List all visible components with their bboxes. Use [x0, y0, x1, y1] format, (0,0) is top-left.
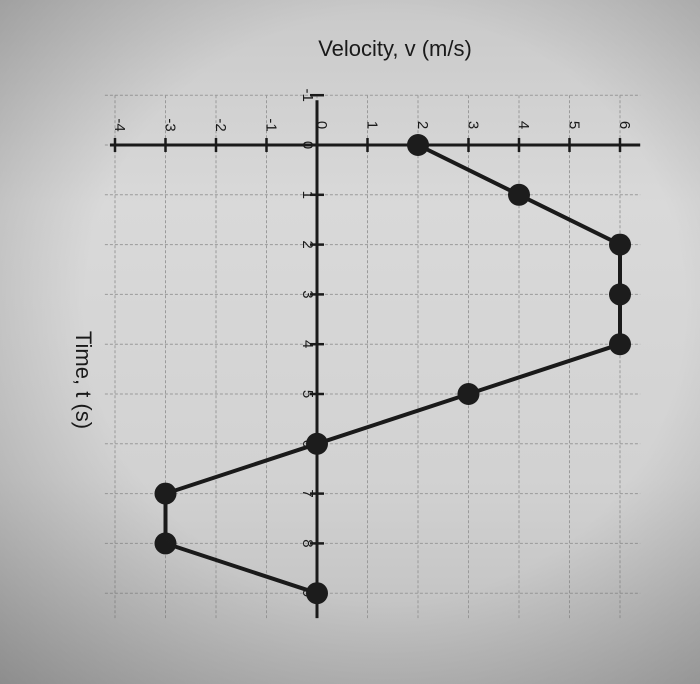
time-tick-label-8: 8 — [299, 539, 316, 547]
data-point-t3 — [609, 283, 631, 306]
velocity-tick-label--1: -1 — [263, 118, 280, 131]
series — [154, 134, 631, 605]
time-tick-label-7: 7 — [299, 489, 316, 497]
data-point-t0 — [407, 134, 429, 156]
velocity-tick-label-6: 6 — [616, 121, 633, 129]
velocity-axis-title: Velocity, v (m/s) — [318, 36, 472, 61]
time-tick-label-4: 4 — [299, 340, 316, 348]
time-tick-label-5: 5 — [299, 390, 316, 398]
time-tick-label-0: 0 — [299, 141, 316, 149]
data-point-t4 — [609, 333, 631, 356]
time-tick-label-2: 2 — [299, 240, 316, 248]
velocity-tick-label-5: 5 — [566, 121, 583, 129]
velocity-tick-label-1: 1 — [364, 121, 381, 129]
data-point-t1 — [508, 183, 530, 206]
time-tick-label--1: -1 — [299, 89, 316, 102]
time-tick-label-3: 3 — [299, 290, 316, 298]
data-point-t2 — [609, 233, 631, 256]
data-point-t6 — [306, 432, 328, 455]
velocity-tick-label-0: 0 — [313, 121, 330, 129]
velocity-tick-label-4: 4 — [515, 121, 532, 129]
velocity-tick-label--4: -4 — [111, 118, 128, 131]
velocity-tick-label-2: 2 — [414, 121, 431, 129]
velocity-tick-label--3: -3 — [162, 118, 179, 131]
data-point-t8 — [154, 532, 177, 555]
data-point-t5 — [457, 383, 480, 405]
time-axis-title: Time, t (s) — [71, 331, 96, 429]
axes — [109, 100, 641, 619]
time-tick-label-1: 1 — [299, 191, 316, 199]
data-point-t9 — [306, 582, 328, 605]
velocity-tick-label--2: -2 — [212, 118, 229, 131]
grid — [104, 94, 641, 619]
velocity-tick-label-3: 3 — [465, 121, 482, 129]
data-point-t7 — [154, 482, 177, 505]
series-line-0 — [163, 143, 622, 596]
